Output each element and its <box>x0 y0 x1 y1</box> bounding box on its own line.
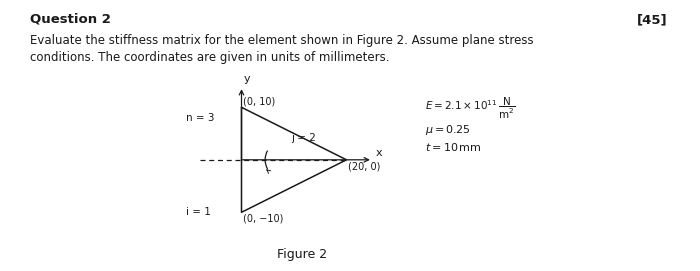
Text: $t = 10\,\mathrm{mm}$: $t = 10\,\mathrm{mm}$ <box>425 141 482 153</box>
Text: x: x <box>375 148 382 158</box>
Text: y: y <box>244 74 251 84</box>
Text: n = 3: n = 3 <box>186 113 215 123</box>
Text: Evaluate the stiffness matrix for the element shown in Figure 2. Assume plane st: Evaluate the stiffness matrix for the el… <box>30 34 533 47</box>
Text: (20, 0): (20, 0) <box>348 161 381 171</box>
Text: j = 2: j = 2 <box>291 133 316 143</box>
Text: (0, 10): (0, 10) <box>243 96 275 106</box>
Text: conditions. The coordinates are given in units of millimeters.: conditions. The coordinates are given in… <box>30 51 389 64</box>
Text: $E = 2.1 \times 10^{11}\,\dfrac{\mathrm{N}}{\mathrm{m}^2}$: $E = 2.1 \times 10^{11}\,\dfrac{\mathrm{… <box>425 96 515 121</box>
Text: $\mu = 0.25$: $\mu = 0.25$ <box>425 123 471 137</box>
Text: Figure 2: Figure 2 <box>277 248 327 261</box>
Text: (0, −10): (0, −10) <box>243 214 284 224</box>
Text: i = 1: i = 1 <box>186 207 211 217</box>
Text: [45]: [45] <box>638 13 668 26</box>
Text: Question 2: Question 2 <box>30 13 111 26</box>
